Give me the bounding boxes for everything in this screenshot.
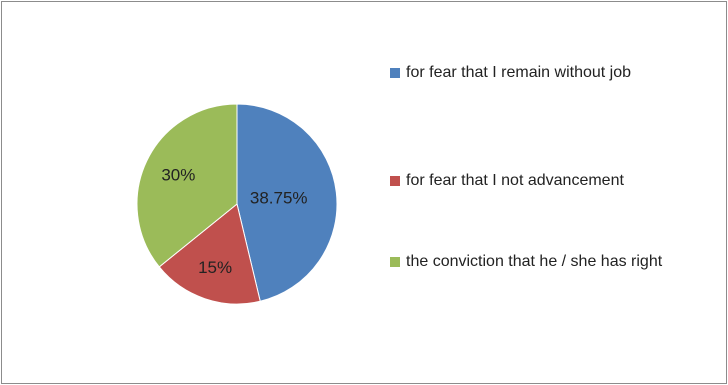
legend-swatch [390, 68, 400, 78]
legend-label: for fear that I remain without job [406, 64, 631, 81]
pie-slice [158, 203, 261, 305]
legend-swatch [390, 257, 400, 267]
data-label: 38.75% [250, 189, 308, 208]
legend-entry: the conviction that he / she has right [390, 251, 715, 273]
data-label: 30% [161, 165, 195, 184]
legend-entry: for fear that I not advancement [390, 170, 715, 192]
legend-entry: for fear that I remain without job [390, 62, 715, 84]
legend-swatch [390, 176, 400, 186]
pie-slice [236, 103, 338, 302]
legend-label: for fear that I not advancement [406, 172, 624, 189]
data-label: 15% [198, 258, 232, 277]
pie-slice [136, 103, 238, 268]
legend-label: the conviction that he / she has right [406, 253, 663, 270]
